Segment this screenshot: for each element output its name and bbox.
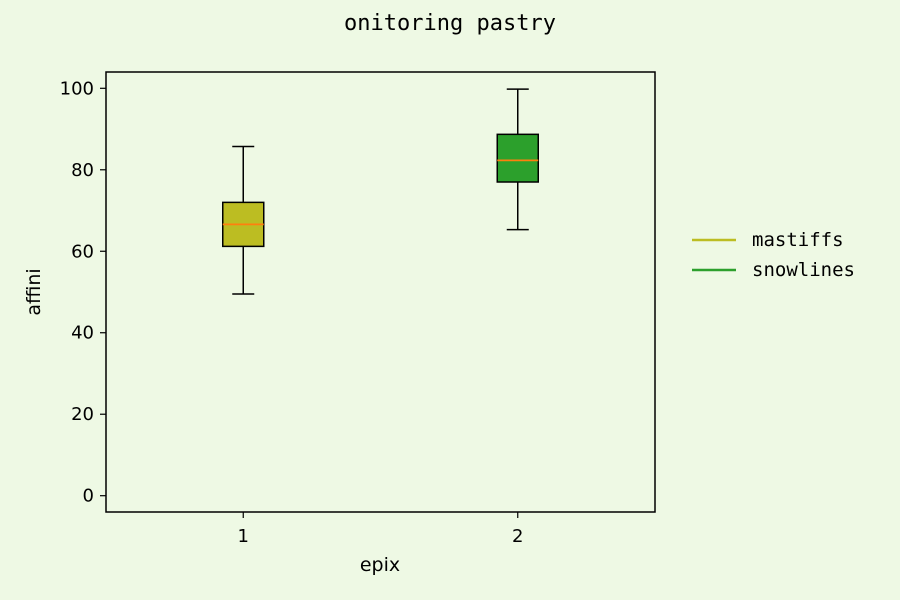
x-axis-label: epix	[360, 554, 400, 576]
box-series	[222, 88, 539, 295]
box-snowlines	[496, 88, 539, 231]
legend: mastiffs snowlines	[692, 229, 855, 281]
y-axis: 0 20 40 60 80 100	[60, 78, 106, 507]
y-tick-label: 0	[83, 486, 94, 507]
legend-label: mastiffs	[752, 229, 844, 251]
y-tick-label: 100	[60, 78, 94, 99]
legend-label: snowlines	[752, 259, 855, 281]
y-axis-label: affini	[23, 268, 45, 315]
y-tick-label: 80	[71, 160, 94, 181]
interquartile-box	[496, 133, 539, 183]
plot-frame	[105, 71, 656, 513]
x-tick-label: 1	[238, 526, 249, 547]
chart-title: onitoring pastry	[344, 11, 556, 36]
legend-item-mastiffs: mastiffs	[692, 229, 844, 251]
legend-item-snowlines: snowlines	[692, 259, 855, 281]
y-tick-label: 60	[71, 241, 94, 262]
box-mastiffs	[222, 145, 265, 295]
y-tick-label: 40	[71, 323, 94, 344]
x-tick-label: 2	[512, 526, 523, 547]
y-tick-label: 20	[71, 404, 94, 425]
